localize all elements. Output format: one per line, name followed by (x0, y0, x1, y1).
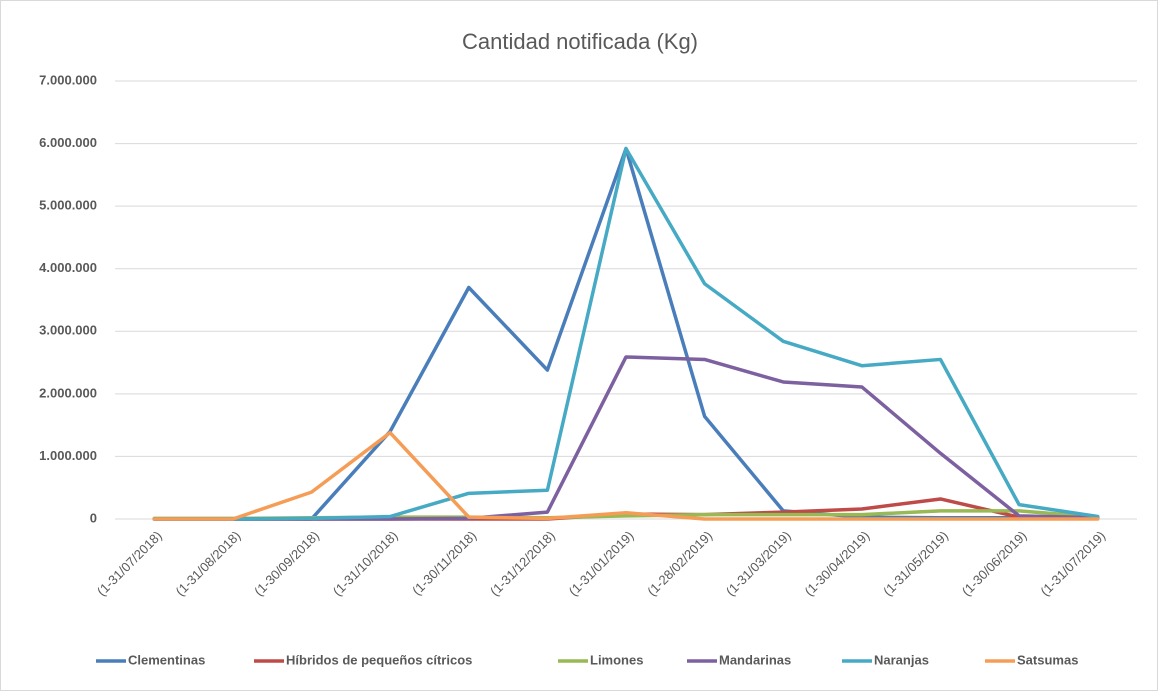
y-tick-label: 6.000.000 (39, 135, 97, 150)
legend-label: Mandarinas (719, 652, 791, 667)
series-line (152, 430, 1100, 521)
series-line (152, 146, 1100, 521)
y-tick-label: 3.000.000 (39, 323, 97, 338)
y-tick-label: 1.000.000 (39, 448, 97, 463)
legend-label: Híbridos de pequeños cítricos (286, 652, 472, 667)
y-tick-label: 7.000.000 (39, 72, 97, 87)
chart-title: Cantidad notificada (Kg) (462, 29, 698, 54)
y-tick-label: 4.000.000 (39, 260, 97, 275)
y-tick-label: 0 (90, 510, 97, 525)
legend-label: Clementinas (128, 652, 205, 667)
y-tick-label: 5.000.000 (39, 198, 97, 213)
y-tick-label: 2.000.000 (39, 385, 97, 400)
legend-label: Naranjas (874, 652, 929, 667)
legend-label: Satsumas (1017, 652, 1078, 667)
legend-label: Limones (590, 652, 643, 667)
